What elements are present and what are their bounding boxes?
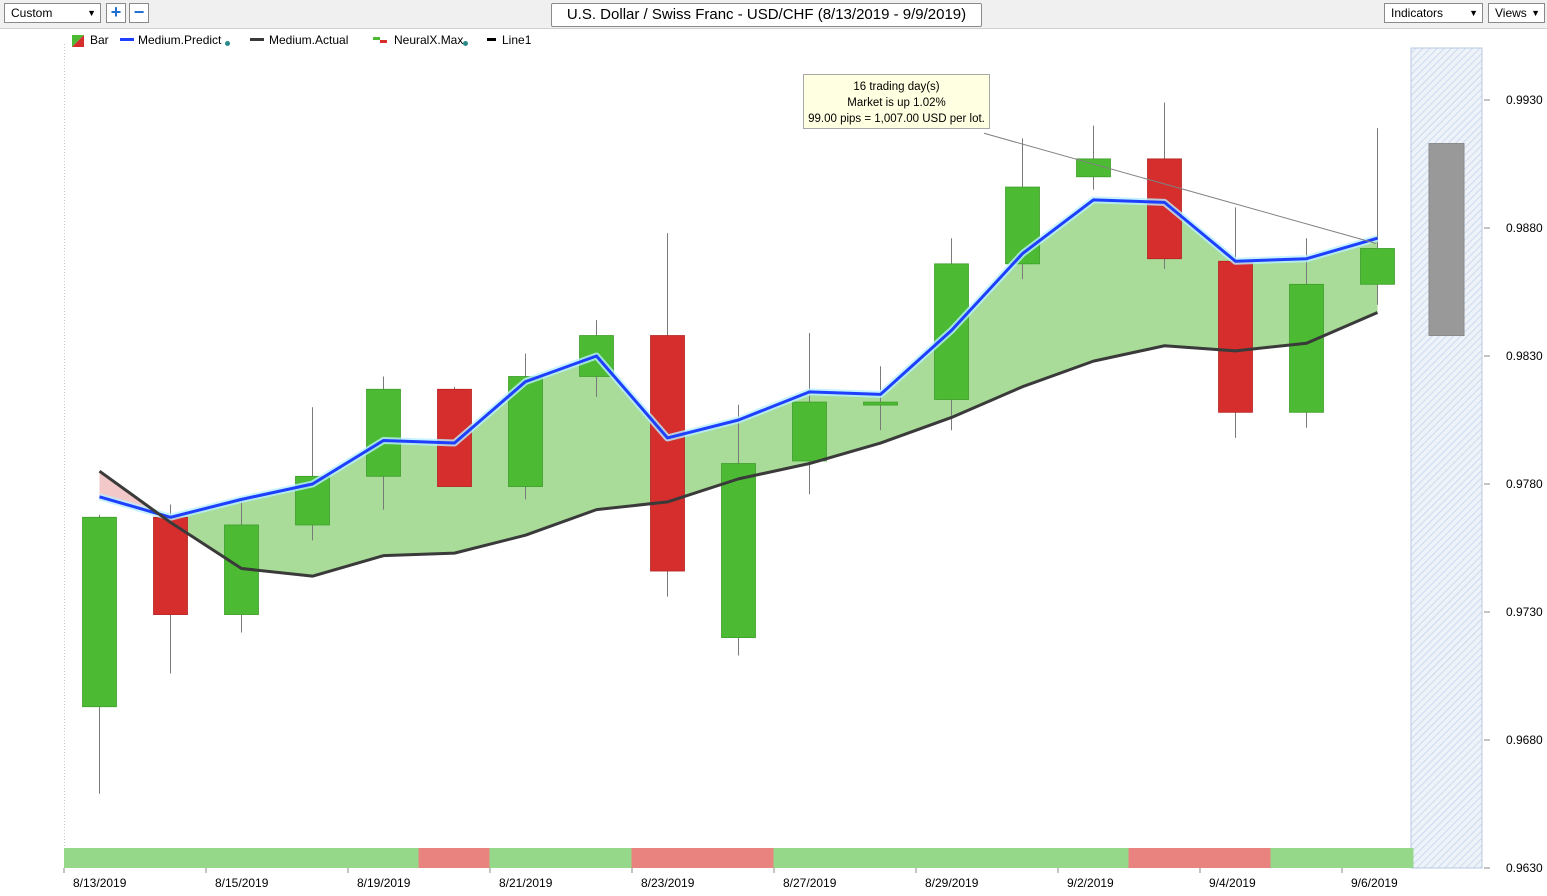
signal-strip-segment: [205, 848, 278, 868]
signal-strip-segment: [347, 848, 420, 868]
candle-body-up: [1076, 158, 1111, 178]
x-tick-label: 8/15/2019: [215, 876, 269, 890]
x-tick-label: 9/4/2019: [1209, 876, 1256, 890]
signal-strip-segment: [986, 848, 1059, 868]
x-tick-label: 9/6/2019: [1351, 876, 1398, 890]
y-tick-label: 0.9930: [1506, 93, 1543, 107]
candle-body-down: [437, 388, 472, 487]
chevron-down-icon: ▼: [87, 8, 96, 18]
chevron-down-icon: ▼: [1469, 8, 1478, 18]
candle-body-down: [650, 335, 685, 572]
x-tick-label: 8/23/2019: [641, 876, 695, 890]
candle-body-down: [153, 516, 188, 615]
candle-body-up: [366, 388, 401, 477]
settings-dot-icon[interactable]: [463, 41, 468, 46]
black-line-swatch-icon: [487, 38, 496, 41]
settings-dot-icon[interactable]: [225, 41, 230, 46]
market-summary-tooltip: 16 trading day(s) Market is up 1.02% 99.…: [803, 74, 990, 129]
signal-strip-segment: [773, 848, 846, 868]
candle-body-up: [792, 401, 827, 462]
signal-strip-segment: [276, 848, 349, 868]
forecast-bar: [1428, 143, 1465, 337]
zoom-out-button[interactable]: −: [129, 3, 149, 23]
positive-band-area: [158, 199, 1378, 577]
signal-strip-segment: [1057, 848, 1130, 868]
line1-trendline: [983, 132, 1377, 244]
bar-swatch-icon: [72, 35, 84, 47]
x-tick-label: 8/21/2019: [499, 876, 553, 890]
tooltip-pips-value: 99.00 pips = 1,007.00 USD per lot.: [808, 113, 985, 125]
signal-strip-segment: [844, 848, 917, 868]
candle-body-up: [721, 463, 756, 638]
legend-label: NeuralX.Max: [394, 33, 464, 47]
x-tick-label: 8/29/2019: [925, 876, 979, 890]
y-tick-label: 0.9880: [1506, 221, 1543, 235]
chart-title: U.S. Dollar / Swiss Franc - USD/CHF (8/1…: [551, 3, 982, 27]
medium-predict-line: [99, 198, 1378, 519]
blue-line-swatch-icon: [120, 38, 134, 41]
period-dropdown[interactable]: Custom ▼: [4, 3, 101, 23]
candle-body-up: [1360, 248, 1395, 285]
signal-strip-segment: [915, 848, 988, 868]
signal-strip-segment: [702, 848, 775, 868]
candle-body-up: [1289, 283, 1324, 413]
signal-strip-segment: [489, 848, 562, 868]
legend-label: Medium.Actual: [269, 33, 349, 47]
candle-body-down: [1218, 260, 1253, 413]
y-tick-label: 0.9830: [1506, 349, 1543, 363]
signal-strip-segment: [1128, 848, 1201, 868]
legend-label: Bar: [90, 33, 109, 47]
indicators-label: Indicators: [1391, 6, 1444, 20]
neural-swatch-icon: [373, 37, 387, 43]
y-tick-label: 0.9630: [1506, 861, 1543, 875]
tooltip-trading-days: 16 trading day(s): [853, 81, 940, 93]
views-dropdown[interactable]: Views ▼: [1488, 3, 1545, 23]
x-tick-label: 8/27/2019: [783, 876, 837, 890]
signal-strip-segment: [134, 848, 207, 868]
signal-strip-segment: [1341, 848, 1414, 868]
candle-body-up: [863, 401, 898, 406]
signal-strip-segment: [1199, 848, 1272, 868]
candle-body-up: [82, 516, 117, 708]
signal-strip-segment: [1270, 848, 1343, 868]
dark-line-swatch-icon: [250, 38, 264, 41]
chevron-down-icon: ▼: [1531, 8, 1540, 18]
y-tick-label: 0.9680: [1506, 733, 1543, 747]
signal-strip-segment: [631, 848, 704, 868]
medium-actual-line: [98, 311, 1379, 578]
y-tick-label: 0.9730: [1506, 605, 1543, 619]
x-tick-label: 8/19/2019: [357, 876, 411, 890]
tooltip-market-change: Market is up 1.02%: [847, 97, 946, 109]
zoom-in-button[interactable]: +: [106, 3, 126, 23]
legend-label: Line1: [502, 33, 532, 47]
period-dropdown-value: Custom: [11, 6, 53, 20]
x-tick-label: 9/2/2019: [1067, 876, 1114, 890]
legend-label: Medium.Predict: [138, 33, 222, 47]
indicators-dropdown[interactable]: Indicators ▼: [1384, 3, 1483, 23]
y-tick-label: 0.9780: [1506, 477, 1543, 491]
signal-strip-segment: [418, 848, 491, 868]
signal-strip-segment: [560, 848, 633, 868]
chart-toolbar: Custom ▼ + − U.S. Dollar / Swiss Franc -…: [0, 0, 1547, 29]
views-label: Views: [1495, 6, 1527, 20]
signal-strip-segment: [64, 848, 136, 868]
x-tick-label: 8/13/2019: [73, 876, 127, 890]
